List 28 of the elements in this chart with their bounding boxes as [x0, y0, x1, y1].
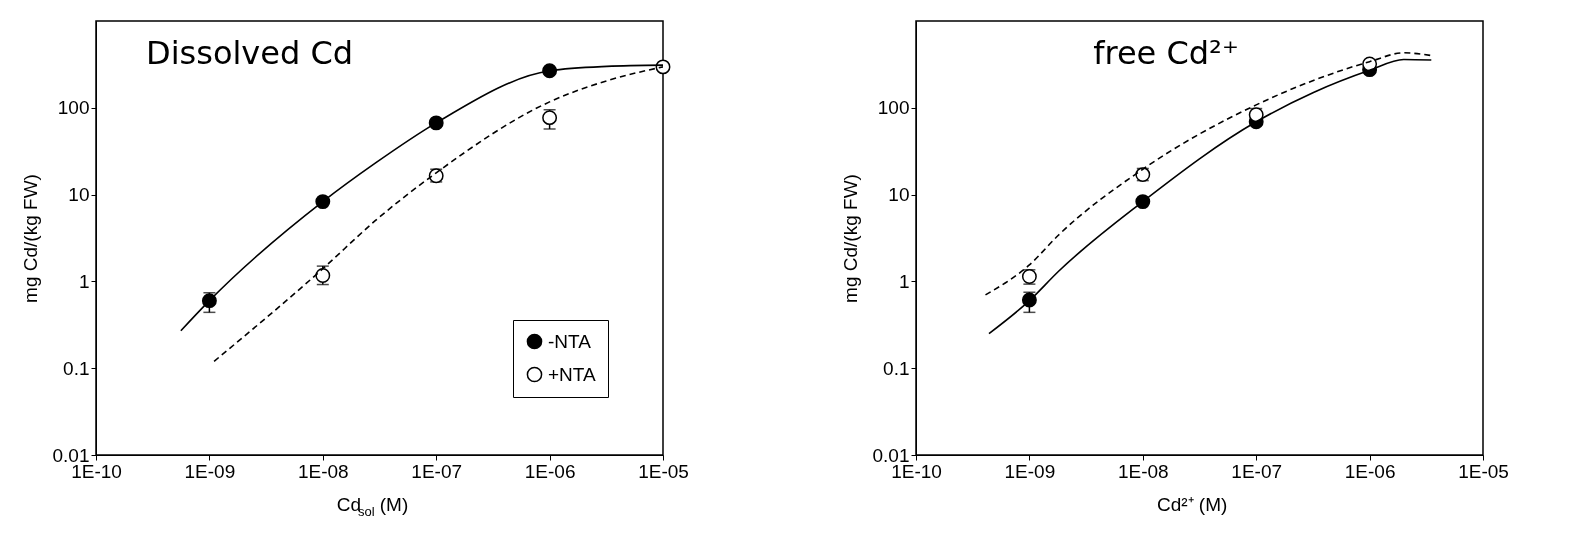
chart-title: free Cd²⁺ [1093, 34, 1239, 72]
legend-label: +NTA [548, 363, 597, 385]
y-tick-label: 100 [877, 97, 910, 119]
x-tick-label: 1E-06 [524, 460, 576, 482]
x-tick-label: 1E-09 [1004, 460, 1056, 482]
legend-label: -NTA [548, 330, 592, 352]
y-tick-label: 0.1 [883, 357, 910, 379]
y-axis-title: mg Cd/(kg FW) [839, 174, 861, 303]
x-tick-label: 1E-05 [1458, 460, 1509, 482]
point [1248, 107, 1264, 123]
y-tick-label: 0.1 [63, 357, 90, 379]
y-axis-title: mg Cd/(kg FW) [19, 174, 41, 303]
x-tick-label: 1E-08 [297, 460, 349, 482]
y-tick-label: 10 [68, 184, 90, 206]
y-tick-label: 100 [57, 97, 90, 119]
y-tick-label: 1 [78, 270, 90, 292]
y-tick-label: 10 [888, 184, 910, 206]
x-tick-label: 1E-07 [1231, 460, 1283, 482]
x-axis-title: Cd²⁺ (M) [1156, 494, 1228, 515]
x-tick-label: 1E-07 [411, 460, 463, 482]
x-tick-label: 1E-09 [184, 460, 236, 482]
x-tick-label: 1E-05 [638, 460, 689, 482]
y-tick-label: 0.01 [52, 444, 90, 466]
x-tick-label: 1E-08 [1117, 460, 1169, 482]
x-tick-label: 1E-06 [1344, 460, 1396, 482]
y-tick-label: 0.01 [872, 444, 910, 466]
chart-title: Dissolved Cd [146, 34, 354, 72]
y-tick-label: 1 [898, 270, 910, 292]
